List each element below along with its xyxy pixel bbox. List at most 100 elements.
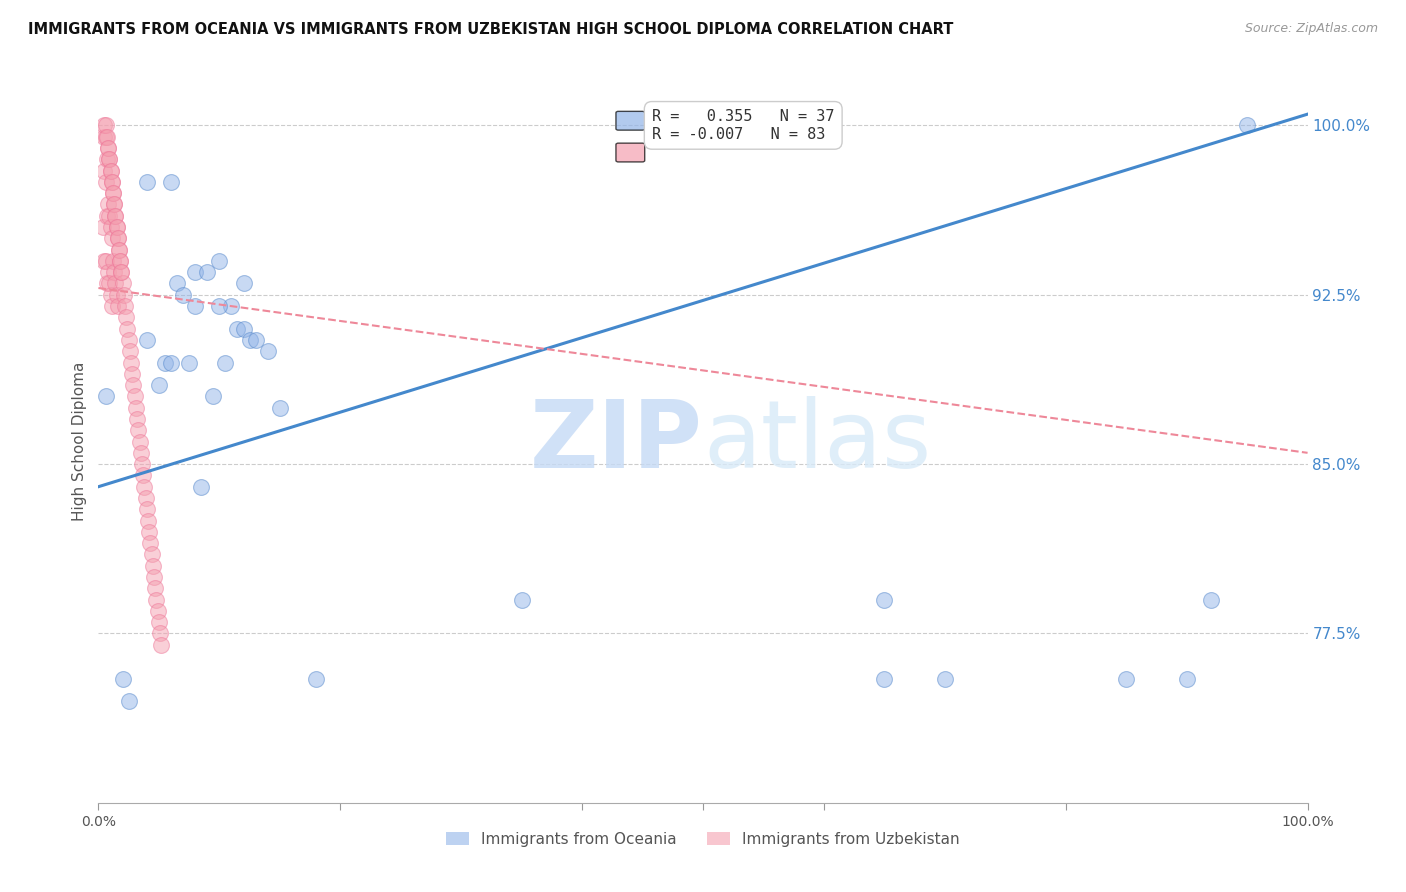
Point: [135, 175, 157, 189]
Point: [245, 333, 267, 347]
Point: [124, 389, 146, 403]
Point: [138, 524, 160, 539]
Point: [96, 209, 118, 223]
Point: [112, 287, 135, 301]
Point: [107, 299, 129, 313]
Legend: Immigrants from Oceania, Immigrants from Uzbekistan: Immigrants from Oceania, Immigrants from…: [440, 826, 966, 853]
Text: IMMIGRANTS FROM OCEANIA VS IMMIGRANTS FROM UZBEKISTAN HIGH SCHOOL DIPLOMA CORREL: IMMIGRANTS FROM OCEANIA VS IMMIGRANTS FR…: [28, 22, 953, 37]
Point: [93, 119, 115, 133]
Text: atlas: atlas: [703, 395, 931, 488]
Point: [190, 480, 212, 494]
Point: [96, 129, 118, 144]
Point: [146, 604, 169, 618]
Point: [510, 592, 533, 607]
Point: [100, 175, 122, 189]
Point: [232, 321, 254, 335]
Point: [104, 209, 127, 223]
Point: [103, 197, 125, 211]
Point: [127, 423, 149, 437]
Point: [125, 401, 148, 415]
Point: [149, 626, 172, 640]
Point: [94, 119, 117, 133]
Point: [118, 333, 141, 347]
Point: [94, 175, 117, 189]
Point: [122, 378, 145, 392]
Point: [139, 536, 162, 550]
Point: [100, 220, 122, 235]
Point: [150, 638, 173, 652]
Point: [96, 277, 118, 291]
Point: [934, 672, 956, 686]
Point: [256, 344, 278, 359]
Point: [110, 265, 132, 279]
Text: ZIP: ZIP: [530, 395, 703, 488]
Point: [117, 321, 139, 335]
Point: [100, 163, 122, 178]
Point: [103, 197, 125, 211]
Point: [94, 389, 117, 403]
Point: [101, 186, 124, 201]
Point: [232, 277, 254, 291]
Point: [104, 209, 127, 223]
Point: [208, 254, 231, 268]
Point: [208, 299, 231, 313]
Text: Source: ZipAtlas.com: Source: ZipAtlas.com: [1244, 22, 1378, 36]
Point: [145, 592, 167, 607]
Point: [131, 457, 153, 471]
FancyBboxPatch shape: [616, 112, 645, 130]
Point: [104, 277, 127, 291]
Point: [100, 175, 122, 189]
Point: [166, 277, 188, 291]
Point: [91, 220, 114, 235]
Point: [105, 287, 128, 301]
Point: [1115, 672, 1137, 686]
Point: [148, 378, 170, 392]
Point: [269, 401, 291, 415]
Point: [172, 287, 194, 301]
Point: [97, 197, 120, 211]
Point: [1199, 592, 1222, 607]
Point: [179, 355, 201, 369]
Point: [148, 615, 170, 629]
Point: [111, 672, 134, 686]
Point: [101, 186, 124, 201]
Point: [128, 434, 150, 449]
Point: [115, 310, 138, 325]
Point: [94, 254, 117, 268]
Point: [94, 129, 117, 144]
Point: [97, 141, 120, 155]
Point: [101, 254, 124, 268]
Point: [873, 672, 896, 686]
Point: [108, 243, 131, 257]
Point: [100, 231, 122, 245]
FancyBboxPatch shape: [616, 143, 645, 162]
Point: [111, 277, 134, 291]
Point: [110, 265, 132, 279]
Point: [107, 231, 129, 245]
Point: [214, 355, 236, 369]
Point: [121, 367, 143, 381]
Point: [118, 344, 141, 359]
Point: [202, 389, 225, 403]
Point: [143, 570, 166, 584]
Point: [108, 254, 131, 268]
Point: [136, 514, 159, 528]
Point: [97, 265, 120, 279]
Point: [93, 163, 115, 178]
Point: [135, 502, 157, 516]
Point: [105, 220, 128, 235]
Point: [153, 355, 176, 369]
Point: [305, 672, 328, 686]
Point: [221, 299, 243, 313]
Point: [103, 265, 125, 279]
Y-axis label: High School Diploma: High School Diploma: [72, 362, 87, 521]
Point: [1175, 672, 1198, 686]
Point: [97, 141, 120, 155]
Point: [127, 412, 149, 426]
Point: [120, 355, 142, 369]
Point: [100, 163, 122, 178]
Point: [1236, 119, 1258, 133]
Point: [184, 299, 207, 313]
Point: [132, 468, 155, 483]
Point: [873, 592, 896, 607]
